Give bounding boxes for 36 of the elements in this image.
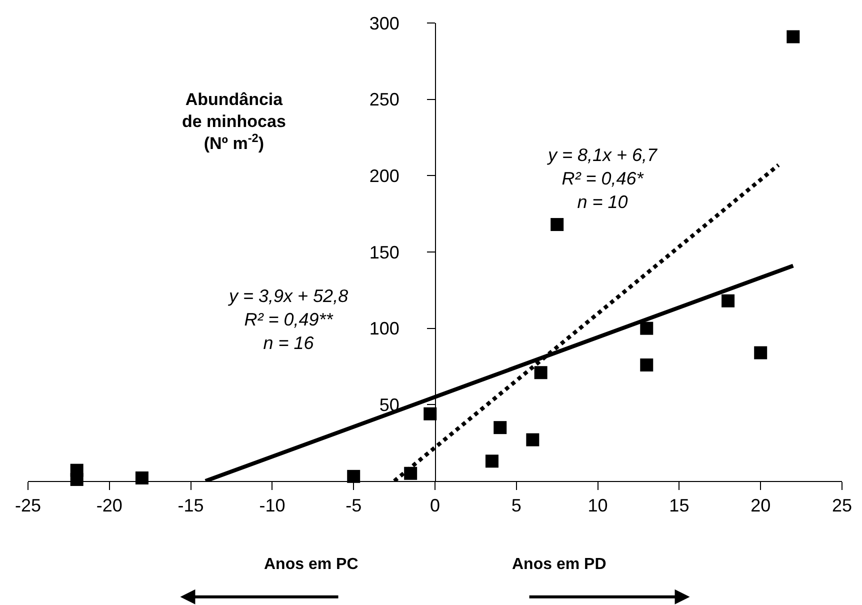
x-tick-label: 25 xyxy=(832,496,852,516)
y-tick-label: 100 xyxy=(369,318,400,339)
x-tick-label: -10 xyxy=(259,496,286,516)
point xyxy=(640,322,654,335)
point xyxy=(70,472,84,486)
annotation: y = 3,9x + 52,8 R² = 0,49** n = 16 xyxy=(227,286,348,353)
point xyxy=(135,471,148,484)
point xyxy=(347,470,360,483)
point xyxy=(640,358,654,372)
point xyxy=(754,346,768,360)
x-tick-label: 20 xyxy=(750,496,771,516)
text: Anos em PD xyxy=(512,556,606,573)
x-tick-label: -5 xyxy=(346,496,362,516)
y-axis-title: Abundância de minhocas (Nº m$^{-2}$) xyxy=(182,90,286,154)
y-tick-label: 200 xyxy=(369,166,400,186)
y-tick-label: 300 xyxy=(369,13,400,34)
y-tick-label: 150 xyxy=(369,242,400,262)
y-tick-label: 250 xyxy=(369,90,400,110)
point xyxy=(534,366,548,380)
point xyxy=(526,433,540,446)
x-tick-label: 0 xyxy=(430,496,440,516)
point xyxy=(485,454,498,468)
text: Anos em PC xyxy=(264,556,359,573)
x-tick-label: 15 xyxy=(669,496,690,516)
x-tick-label: 5 xyxy=(511,496,522,516)
annotation: y = 8,1x + 6,7 R² = 0,46* n = 10 xyxy=(546,145,658,212)
point xyxy=(786,30,800,44)
point xyxy=(550,218,564,232)
x-tick-label: -15 xyxy=(178,496,204,516)
point xyxy=(722,294,735,308)
point xyxy=(404,466,418,480)
point xyxy=(494,421,507,434)
x-tick-label: -25 xyxy=(14,496,42,516)
x-tick-label: -20 xyxy=(96,496,122,516)
point xyxy=(424,407,437,420)
x-tick-label: 10 xyxy=(588,496,608,516)
